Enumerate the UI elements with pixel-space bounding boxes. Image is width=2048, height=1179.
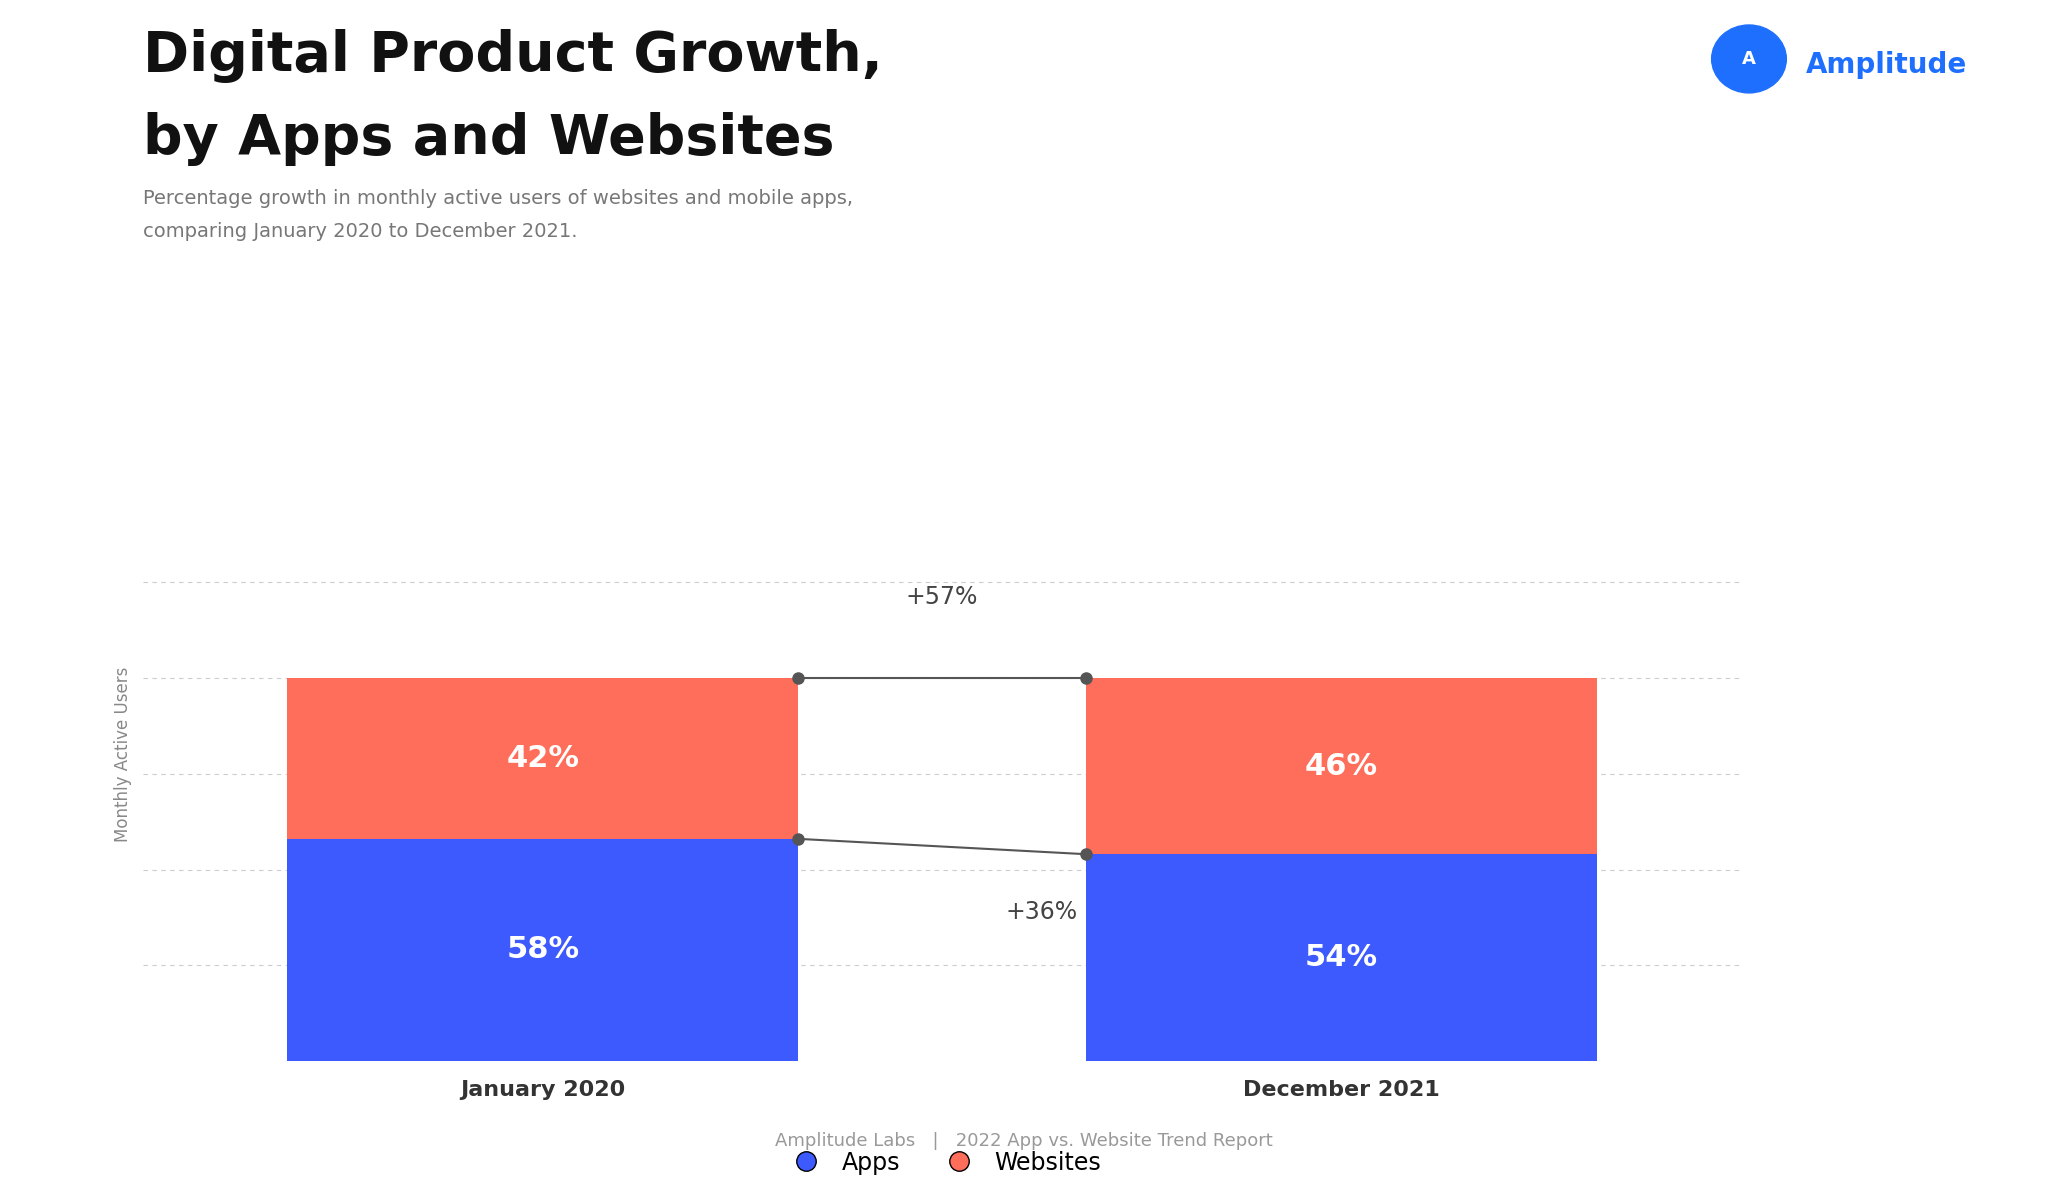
Bar	[287, 839, 799, 1061]
Bar	[287, 678, 799, 839]
Text: Digital Product Growth,: Digital Product Growth,	[143, 29, 883, 84]
Bar	[1085, 678, 1597, 854]
Text: 58%: 58%	[506, 935, 580, 964]
Text: A: A	[1743, 50, 1755, 68]
Text: Percentage growth in monthly active users of websites and mobile apps,: Percentage growth in monthly active user…	[143, 189, 854, 208]
Text: +57%: +57%	[905, 585, 979, 608]
Text: Amplitude Labs   |   2022 App vs. Website Trend Report: Amplitude Labs | 2022 App vs. Website Tr…	[774, 1132, 1274, 1150]
Circle shape	[1712, 25, 1786, 93]
Text: 46%: 46%	[1305, 751, 1378, 780]
Text: Amplitude: Amplitude	[1806, 51, 1968, 79]
Text: 54%: 54%	[1305, 943, 1378, 973]
Y-axis label: Monthly Active Users: Monthly Active Users	[115, 667, 133, 842]
Text: +36%: +36%	[1006, 901, 1077, 924]
Text: by Apps and Websites: by Apps and Websites	[143, 112, 836, 166]
Text: comparing January 2020 to December 2021.: comparing January 2020 to December 2021.	[143, 222, 578, 241]
Text: 42%: 42%	[506, 744, 580, 773]
Legend: Apps, Websites: Apps, Websites	[774, 1141, 1110, 1179]
Bar	[1085, 854, 1597, 1061]
